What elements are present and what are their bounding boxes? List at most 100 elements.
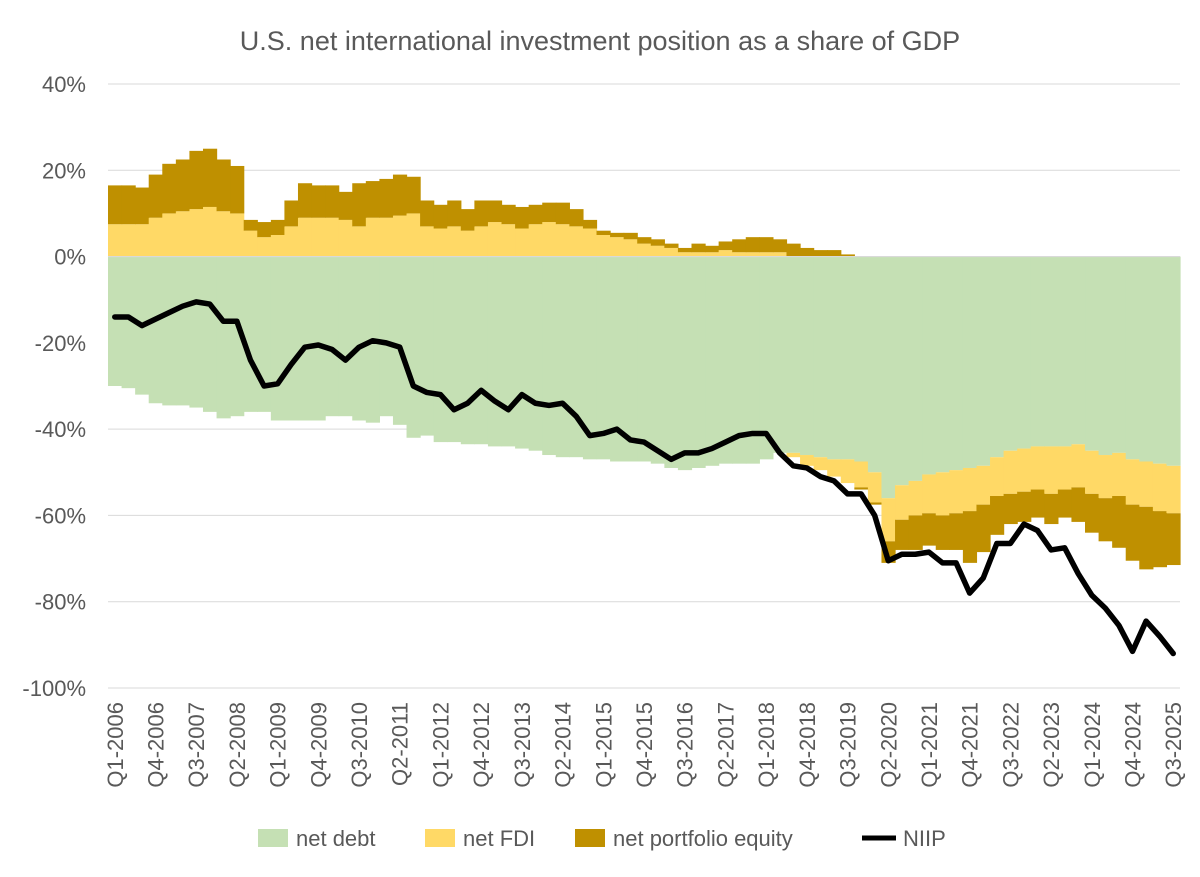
net-FDI-segment (745, 252, 760, 257)
net-portfolio-equity-segment (745, 237, 760, 253)
net-debt-segment (1057, 256, 1073, 447)
net-FDI-segment (108, 224, 123, 257)
x-tick-label: Q4-2015 (632, 702, 657, 788)
net-debt-segment (772, 256, 788, 453)
net-FDI-segment (705, 252, 720, 257)
net-FDI-segment (623, 239, 638, 257)
net-FDI-segment (1057, 446, 1073, 490)
x-tick-label: Q4-2006 (144, 702, 169, 788)
net-portfolio-equity-segment (148, 174, 163, 218)
net-FDI-segment (1166, 465, 1181, 514)
net-FDI-segment (569, 226, 584, 257)
x-tick-label: Q4-2012 (469, 702, 494, 788)
net-portfolio-equity-segment (569, 209, 584, 227)
net-portfolio-equity-segment (908, 515, 923, 550)
net-FDI-segment (297, 217, 313, 257)
net-FDI-segment (813, 457, 828, 471)
net-FDI-segment (338, 219, 353, 257)
net-portfolio-equity-segment (162, 163, 177, 214)
net-portfolio-equity-segment (1030, 489, 1045, 518)
net-debt-segment (270, 256, 286, 421)
net-FDI-segment (325, 217, 340, 257)
legend-label-net-FDI: net FDI (463, 826, 535, 851)
x-tick-label: Q1-2018 (754, 702, 779, 788)
net-FDI-segment (175, 211, 191, 257)
net-portfolio-equity-segment (555, 202, 570, 225)
net-portfolio-equity-segment (284, 200, 299, 227)
net-portfolio-equity-segment (637, 237, 652, 244)
x-tick-label: Q3-2013 (510, 702, 535, 788)
net-debt-segment (1017, 256, 1032, 449)
net-FDI-segment (542, 222, 557, 257)
net-debt-segment (1030, 256, 1045, 447)
net-portfolio-equity-segment (1152, 511, 1168, 568)
y-tick-label: -40% (35, 417, 86, 442)
net-portfolio-equity-segment (1139, 506, 1154, 570)
net-debt-segment (189, 256, 204, 408)
net-debt-segment (650, 256, 665, 464)
net-FDI-segment (379, 217, 394, 257)
net-FDI-segment (365, 217, 380, 257)
y-tick-label: 40% (42, 72, 86, 97)
x-tick-label: Q3-2007 (184, 702, 209, 788)
net-debt-segment (162, 256, 177, 406)
net-portfolio-equity-segment (691, 243, 706, 253)
x-tick-label: Q3-2025 (1161, 702, 1186, 788)
net-FDI-segment (420, 226, 435, 257)
net-portfolio-equity-segment (379, 178, 394, 218)
net-portfolio-equity-segment (582, 219, 598, 229)
net-FDI-segment (908, 480, 923, 516)
net-portfolio-equity-segment (623, 232, 638, 240)
net-FDI-segment (257, 237, 272, 257)
net-debt-segment (175, 256, 191, 406)
net-FDI-segment (460, 230, 475, 257)
niip-line (112, 299, 1176, 657)
y-axis-tick-labels: 40% 20% 0% -20% -40% -60% -80% -100% (22, 72, 86, 701)
net-portfolio-equity-segment (976, 504, 991, 553)
net-portfolio-equity-segment (392, 174, 408, 216)
net-FDI-segment (582, 228, 598, 257)
net-FDI-segment (555, 224, 570, 257)
x-tick-label: Q1-2009 (266, 702, 291, 788)
net-FDI-segment (189, 209, 204, 257)
net-portfolio-equity-segment (108, 185, 123, 225)
net-debt-segment (962, 256, 978, 468)
net-debt-segment (881, 256, 896, 499)
net-portfolio-equity-segment (854, 487, 869, 490)
net-FDI-segment (949, 470, 964, 514)
legend-swatch-net-debt (258, 829, 288, 847)
net-FDI-segment (691, 252, 706, 257)
net-portfolio-equity-segment (772, 239, 788, 253)
net-debt-segment (1098, 256, 1113, 456)
net-portfolio-equity-segment (962, 511, 978, 563)
net-portfolio-equity-segment (487, 200, 503, 223)
net-debt-segment (474, 256, 489, 445)
x-tick-label: Q4-2024 (1121, 702, 1146, 788)
net-debt-segment (406, 256, 421, 438)
net-debt-segment (338, 256, 353, 417)
net-portfolio-equity-segment (1166, 513, 1181, 566)
net-FDI-segment (990, 457, 1005, 497)
net-portfolio-equity-segment (202, 148, 218, 207)
net-portfolio-equity-segment (311, 185, 326, 218)
net-debt-segment (230, 256, 245, 417)
net-FDI-segment (121, 224, 136, 257)
net-debt-segment (392, 256, 408, 425)
x-tick-label: Q4-2021 (958, 702, 983, 788)
net-debt-segment (420, 256, 435, 436)
net-FDI-segment (270, 235, 286, 257)
net-portfolio-equity-segment (650, 239, 665, 246)
x-tick-label: Q2-2020 (876, 702, 901, 788)
net-debt-segment (216, 256, 231, 419)
net-FDI-segment (162, 213, 177, 257)
plot-areas (108, 148, 1181, 570)
net-FDI-segment (1017, 448, 1032, 492)
net-portfolio-equity-segment (895, 519, 910, 550)
net-FDI-segment (895, 485, 910, 520)
net-debt-segment (922, 256, 937, 475)
net-FDI-segment (840, 459, 855, 484)
net-debt-segment (637, 256, 652, 462)
net-debt-segment (691, 256, 706, 468)
net-debt-segment (1166, 256, 1181, 466)
